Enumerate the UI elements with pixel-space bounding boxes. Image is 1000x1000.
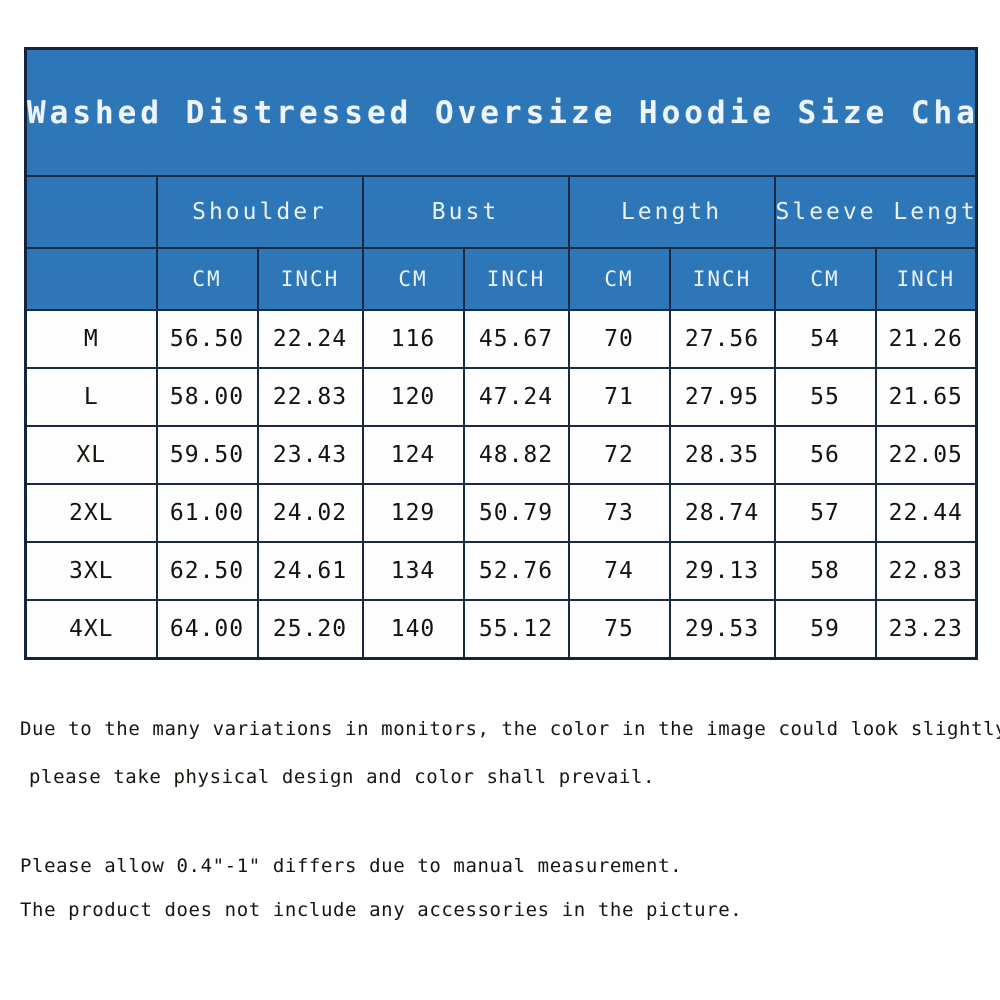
cell-shoulder-cm: 64.00 bbox=[155, 599, 259, 660]
cell-bust-inch: 47.24 bbox=[462, 367, 570, 427]
cell-shoulder-inch: 24.61 bbox=[256, 541, 364, 601]
unit-shoulder-inch: INCH bbox=[256, 247, 364, 311]
cell-length-cm: 75 bbox=[567, 599, 671, 660]
table-row: 4XL 64.00 25.20 140 55.12 75 29.53 59 23… bbox=[24, 599, 978, 660]
cell-length-cm: 72 bbox=[567, 425, 671, 485]
size-chart-table: Washed Distressed Oversize Hoodie Size C… bbox=[24, 47, 979, 660]
note-measurement-tolerance: Please allow 0.4"-1" differs due to manu… bbox=[20, 855, 683, 877]
unit-shoulder-cm: CM bbox=[155, 247, 259, 311]
cell-sleeve-inch: 23.23 bbox=[874, 599, 978, 660]
table-row: L 58.00 22.83 120 47.24 71 27.95 55 21.6… bbox=[24, 367, 978, 427]
table-row: 3XL 62.50 24.61 134 52.76 74 29.13 58 22… bbox=[24, 541, 978, 601]
cell-bust-inch: 48.82 bbox=[462, 425, 570, 485]
cell-shoulder-inch: 24.02 bbox=[256, 483, 364, 543]
cell-bust-cm: 120 bbox=[361, 367, 465, 427]
unit-header-row: CM INCH CM INCH CM INCH CM INCH bbox=[24, 247, 978, 311]
cell-length-inch: 28.74 bbox=[668, 483, 776, 543]
cell-length-inch: 27.56 bbox=[668, 309, 776, 369]
cell-shoulder-cm: 58.00 bbox=[155, 367, 259, 427]
unit-bust-cm: CM bbox=[361, 247, 465, 311]
unit-row-blank-cell bbox=[24, 247, 158, 311]
unit-bust-inch: INCH bbox=[462, 247, 570, 311]
cell-size: 2XL bbox=[24, 483, 158, 543]
group-header-shoulder: Shoulder bbox=[155, 175, 364, 249]
cell-bust-cm: 134 bbox=[361, 541, 465, 601]
unit-length-cm: CM bbox=[567, 247, 671, 311]
cell-length-inch: 29.53 bbox=[668, 599, 776, 660]
cell-shoulder-cm: 61.00 bbox=[155, 483, 259, 543]
cell-length-inch: 28.35 bbox=[668, 425, 776, 485]
cell-length-inch: 27.95 bbox=[668, 367, 776, 427]
cell-shoulder-inch: 22.24 bbox=[256, 309, 364, 369]
cell-sleeve-cm: 56 bbox=[773, 425, 877, 485]
cell-bust-inch: 52.76 bbox=[462, 541, 570, 601]
cell-sleeve-inch: 22.05 bbox=[874, 425, 978, 485]
cell-sleeve-cm: 57 bbox=[773, 483, 877, 543]
table-row: XL 59.50 23.43 124 48.82 72 28.35 56 22.… bbox=[24, 425, 978, 485]
cell-shoulder-cm: 56.50 bbox=[155, 309, 259, 369]
cell-size: XL bbox=[24, 425, 158, 485]
cell-sleeve-inch: 22.44 bbox=[874, 483, 978, 543]
size-column-header bbox=[24, 175, 158, 249]
table-row: M 56.50 22.24 116 45.67 70 27.56 54 21.2… bbox=[24, 309, 978, 369]
cell-shoulder-inch: 23.43 bbox=[256, 425, 364, 485]
cell-length-cm: 70 bbox=[567, 309, 671, 369]
table-row: 2XL 61.00 24.02 129 50.79 73 28.74 57 22… bbox=[24, 483, 978, 543]
cell-length-cm: 73 bbox=[567, 483, 671, 543]
cell-sleeve-cm: 55 bbox=[773, 367, 877, 427]
cell-size: M bbox=[24, 309, 158, 369]
cell-sleeve-inch: 21.26 bbox=[874, 309, 978, 369]
cell-bust-inch: 45.67 bbox=[462, 309, 570, 369]
cell-bust-inch: 50.79 bbox=[462, 483, 570, 543]
cell-sleeve-cm: 58 bbox=[773, 541, 877, 601]
cell-shoulder-cm: 62.50 bbox=[155, 541, 259, 601]
note-accessories-excluded: The product does not include any accesso… bbox=[20, 899, 743, 921]
cell-shoulder-cm: 59.50 bbox=[155, 425, 259, 485]
note-monitor-variation-line2: please take physical design and color sh… bbox=[29, 766, 656, 788]
cell-length-inch: 29.13 bbox=[668, 541, 776, 601]
cell-bust-cm: 124 bbox=[361, 425, 465, 485]
group-header-bust: Bust bbox=[361, 175, 570, 249]
cell-size: L bbox=[24, 367, 158, 427]
cell-sleeve-inch: 22.83 bbox=[874, 541, 978, 601]
group-header-sleeve-length: Sleeve Length bbox=[773, 175, 978, 249]
unit-sleeve-cm: CM bbox=[773, 247, 877, 311]
table-title-row: Washed Distressed Oversize Hoodie Size C… bbox=[24, 47, 978, 177]
unit-sleeve-inch: INCH bbox=[874, 247, 978, 311]
cell-sleeve-cm: 54 bbox=[773, 309, 877, 369]
unit-length-inch: INCH bbox=[668, 247, 776, 311]
group-header-length: Length bbox=[567, 175, 776, 249]
note-monitor-variation-line1: Due to the many variations in monitors, … bbox=[20, 718, 1000, 740]
cell-bust-cm: 116 bbox=[361, 309, 465, 369]
cell-length-cm: 74 bbox=[567, 541, 671, 601]
cell-bust-cm: 140 bbox=[361, 599, 465, 660]
cell-bust-inch: 55.12 bbox=[462, 599, 570, 660]
cell-size: 3XL bbox=[24, 541, 158, 601]
cell-sleeve-inch: 21.65 bbox=[874, 367, 978, 427]
cell-length-cm: 71 bbox=[567, 367, 671, 427]
cell-size: 4XL bbox=[24, 599, 158, 660]
cell-sleeve-cm: 59 bbox=[773, 599, 877, 660]
cell-shoulder-inch: 22.83 bbox=[256, 367, 364, 427]
chart-title: Washed Distressed Oversize Hoodie Size C… bbox=[24, 47, 978, 177]
cell-bust-cm: 129 bbox=[361, 483, 465, 543]
cell-shoulder-inch: 25.20 bbox=[256, 599, 364, 660]
group-header-row: Shoulder Bust Length Sleeve Length bbox=[24, 175, 978, 249]
